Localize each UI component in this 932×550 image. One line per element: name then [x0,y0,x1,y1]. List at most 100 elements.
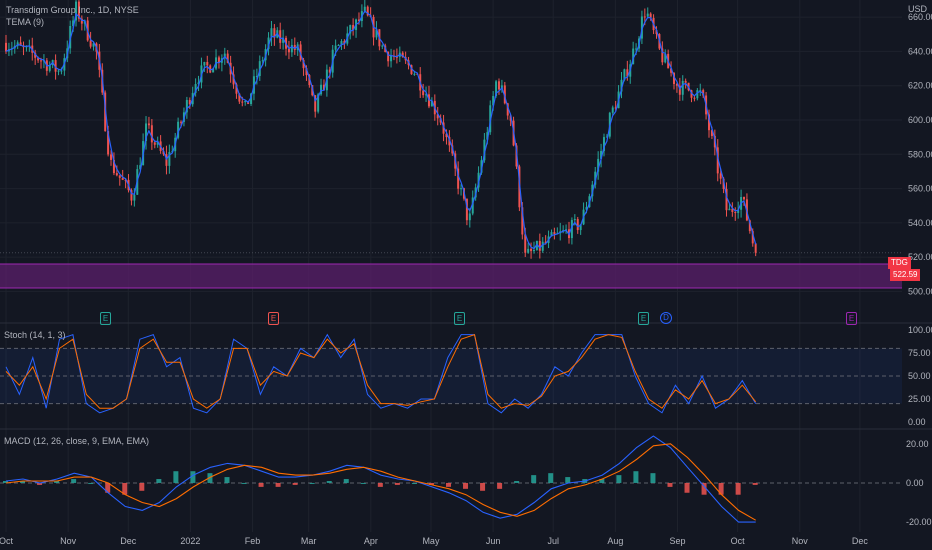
x-tick-label: Feb [245,536,261,546]
dividend-marker[interactable]: D [660,312,672,324]
candle-body [287,48,290,53]
candle-body [153,142,156,145]
candle-body [334,45,337,50]
macd-hist-bar [105,482,111,493]
macd-hist-bar [428,482,434,485]
candle-body [261,60,264,62]
candle-body [226,53,229,63]
candle-body [702,90,705,96]
macd-hist-bar [343,479,349,483]
candle-body [719,173,722,179]
candle-body [308,75,311,86]
candle-body [623,69,626,80]
candle-body [302,59,305,69]
candle-body [640,16,643,39]
candle-body [290,44,293,53]
macd-line [5,435,756,523]
stoch-tick-label: 25.00 [908,394,931,404]
y-tick-label: 600.00 [908,115,932,125]
candle-body [305,68,308,76]
y-tick-label: 620.00 [908,81,932,91]
candle-body [375,29,378,38]
macd-hist-bar [445,482,451,487]
candle-body [194,84,197,93]
macd-hist-bar [667,482,673,487]
candle-body [725,188,728,211]
macd-hist-bar [241,482,247,484]
candle-body [495,81,498,96]
symbol-badge: TDG [888,257,911,269]
macd-hist-bar [139,482,145,491]
candle-body [748,220,751,232]
candle-body [241,101,244,103]
candle-body [728,208,731,211]
candle-body [75,1,78,21]
candle-body [232,74,235,85]
candle-body [527,248,530,253]
candle-body [465,198,468,221]
candle-body [754,243,757,253]
macd-pane [0,435,902,523]
macd-hist-bar [548,473,554,483]
macd-hist-bar [684,482,690,493]
earnings-marker[interactable]: E [268,312,279,325]
macd-hist-bar [207,473,213,483]
candle-body [492,95,495,106]
candle-body [480,160,483,173]
candle-body [594,171,597,185]
earnings-marker[interactable]: E [454,312,465,325]
candle-body [585,207,588,210]
x-tick-label: Nov [792,536,809,546]
candle-body [37,57,40,61]
candle-body [646,13,649,17]
macd-hist-bar [514,481,520,483]
candle-body [445,133,448,138]
candle-body [118,175,121,178]
candle-body [387,51,390,62]
candle-body [130,190,133,201]
macd-label: MACD (12, 26, close, 9, EMA, EMA) [4,436,150,446]
candle-body [457,168,460,189]
macd-hist-bar [37,482,43,485]
macd-hist-bar [599,479,605,483]
candle-body [486,132,489,140]
macd-hist-bar [258,482,264,487]
indicator-label: TEMA (9) [6,17,45,27]
macd-hist-bar [411,482,417,484]
earnings-marker[interactable]: E [638,312,649,325]
earnings-marker[interactable]: E [100,312,111,325]
candle-body [180,121,183,123]
candle-body [177,121,180,138]
candle-body [258,61,261,77]
candle-body [390,55,393,62]
y-tick-label: 580.00 [908,149,932,159]
currency-label: USD [908,4,928,14]
candle-body [708,114,711,131]
candle-body [506,103,509,116]
candle-body [497,81,500,90]
candle-body [168,152,171,166]
candle-body [212,68,215,73]
candle-body [293,44,296,51]
candle-body [503,85,506,104]
candle-body [602,137,605,151]
candle-body [620,79,623,92]
macd-hist-bar [224,477,230,483]
candle-body [133,194,136,201]
last-price-value: 522.59 [890,269,921,281]
macd-hist-bar [480,482,486,491]
candle-body [279,30,282,43]
candle-body [553,232,556,235]
candle-body [649,13,652,18]
candle-body [89,40,92,47]
candle-body [80,18,83,24]
candle-body [460,188,463,190]
candle-body [632,48,635,65]
stoch-d-line [5,333,757,409]
candle-body [343,41,346,44]
earnings-marker[interactable]: E [846,312,857,325]
candle-body [299,44,302,60]
candle-body [716,147,719,174]
x-tick-label: May [422,536,440,546]
candle-body [54,60,57,72]
